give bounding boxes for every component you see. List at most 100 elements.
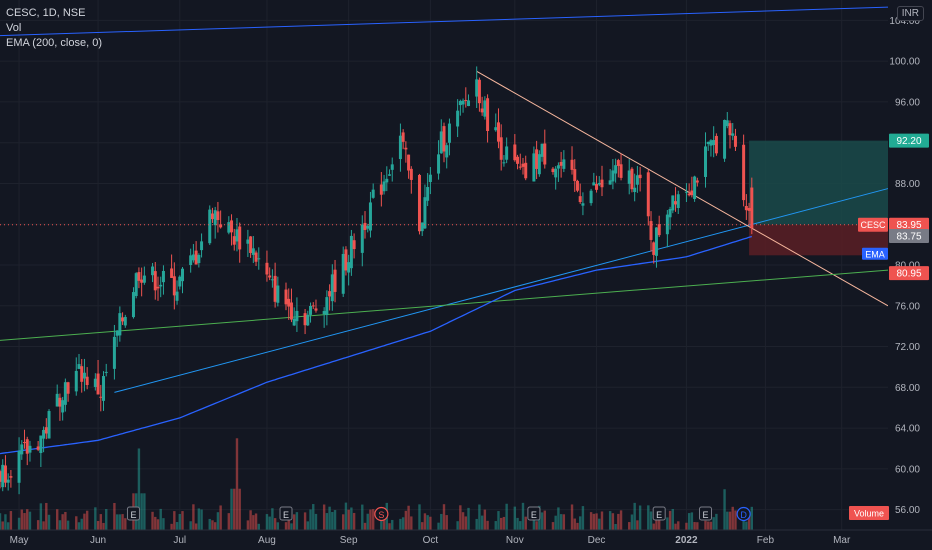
candle-body	[551, 168, 555, 173]
volume-bar	[350, 507, 353, 530]
candle-body	[235, 229, 239, 242]
candle-body	[44, 427, 48, 434]
candlesticks	[0, 66, 754, 495]
vol-legend[interactable]: Vol	[6, 22, 22, 34]
ema-legend[interactable]: EMA (200, close, 0)	[6, 37, 102, 49]
volume-bar	[271, 508, 274, 530]
candle-body	[20, 444, 24, 455]
event-marker-e[interactable]: E	[527, 506, 541, 521]
volume-bar	[423, 513, 427, 530]
candle-body	[747, 208, 751, 211]
marker-circle	[736, 506, 751, 522]
event-marker-e[interactable]: E	[126, 506, 140, 521]
candle-body	[709, 140, 713, 146]
candle-body	[731, 133, 735, 136]
candle-body	[254, 252, 258, 262]
volume-bar	[295, 512, 299, 530]
volume-bar	[712, 517, 715, 530]
time-axis[interactable]: May Jun Jul Aug Sep Oct Nov Dec 2022 Feb Mar	[0, 529, 932, 546]
volume-bar	[461, 512, 465, 530]
candle-body	[363, 222, 367, 231]
volume-bar	[200, 509, 203, 530]
candle-body	[649, 221, 653, 240]
volume-bar	[273, 518, 277, 530]
candle-body	[657, 224, 661, 236]
volume-bar	[159, 508, 162, 530]
volume-bar	[151, 511, 154, 530]
candle-body	[170, 268, 174, 278]
candle-body	[388, 174, 392, 176]
volume-bar	[480, 515, 484, 530]
volume-bar	[290, 523, 293, 530]
candle-body	[42, 429, 46, 439]
event-marker-e[interactable]: E	[279, 506, 293, 521]
candle-body	[665, 214, 669, 235]
volume-bar	[1, 521, 4, 530]
volume-bar	[230, 488, 233, 530]
candle-body	[85, 376, 89, 386]
candle-body	[9, 476, 13, 478]
stop-price-tag-bg	[889, 266, 929, 281]
volume-bar	[671, 509, 675, 530]
candle-body	[25, 439, 29, 454]
candle-body	[74, 370, 78, 392]
trendlines[interactable]	[0, 6, 889, 393]
volume-bar	[344, 502, 348, 530]
time-label: Feb	[757, 535, 775, 546]
candle-body	[611, 170, 615, 182]
marker-circle	[374, 506, 389, 522]
time-label: Mar	[833, 535, 851, 546]
candle-body	[311, 305, 315, 307]
candle-body	[118, 313, 122, 336]
volume-bar	[589, 512, 593, 530]
volume-bar	[268, 516, 271, 530]
candle-body	[366, 225, 370, 229]
candle-body	[82, 372, 86, 379]
volume-bar	[388, 523, 391, 530]
candle-body	[349, 235, 353, 269]
volume-bar	[361, 504, 364, 530]
event-marker-s[interactable]: S	[374, 506, 389, 522]
volume-bar	[276, 522, 280, 530]
volume-bar	[742, 513, 745, 530]
candle-body	[556, 165, 560, 169]
candle-body	[333, 269, 337, 292]
candle-body	[28, 445, 32, 453]
candle-body	[437, 154, 441, 174]
candle-body	[379, 184, 383, 195]
volume-bar	[505, 503, 508, 530]
symbol-line[interactable]: CESC, 1D, NSE	[6, 7, 86, 19]
candle-body	[499, 137, 503, 160]
prev-price-tag: 83.75	[896, 231, 921, 242]
volume-bar	[696, 522, 699, 530]
volume-bar	[513, 506, 517, 530]
event-marker-d[interactable]: D	[736, 506, 751, 522]
last-price-tag-bg	[889, 217, 929, 232]
volume-bar	[162, 518, 165, 530]
volume-bar	[113, 502, 116, 530]
candle-body	[287, 298, 291, 307]
candle-body	[213, 210, 217, 226]
candle-body	[420, 222, 424, 232]
candle-body	[123, 316, 127, 326]
candle-body	[249, 236, 253, 253]
candle-body	[175, 291, 179, 301]
event-marker-e[interactable]: E	[698, 506, 712, 521]
candle-body	[467, 100, 471, 107]
candle-body	[156, 286, 160, 289]
price-tick: 72.00	[895, 342, 920, 353]
price-tick: 60.00	[895, 464, 920, 475]
event-marker-e[interactable]: E	[652, 506, 666, 521]
candle-body	[578, 196, 582, 203]
target-price-tag-bg	[889, 133, 929, 148]
candle-body	[524, 162, 528, 179]
candle-body	[368, 202, 372, 231]
candle-body	[668, 209, 672, 218]
volume-bar	[292, 514, 296, 530]
candle-body	[80, 366, 84, 382]
volume-bar	[554, 515, 557, 530]
price-axis[interactable]: 104.00100.0096.0092.0088.0084.0080.0076.…	[889, 16, 920, 516]
currency-badge[interactable]: INR	[896, 6, 924, 21]
